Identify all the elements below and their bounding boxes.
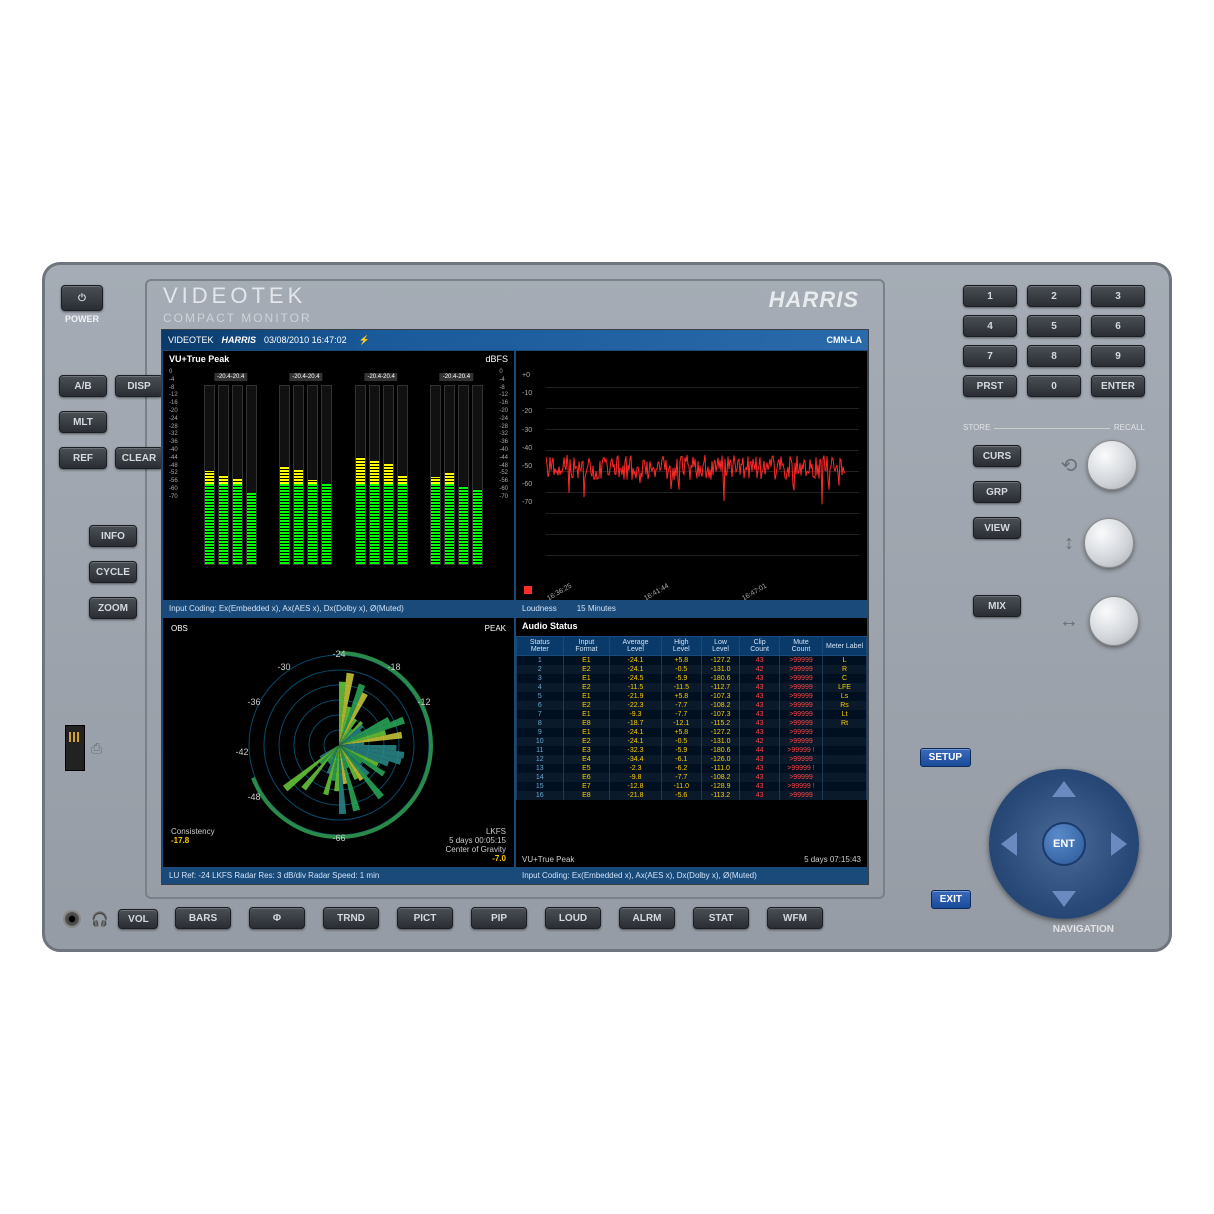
power-button[interactable]: ⏻: [61, 285, 103, 311]
status-table: Status MeterInput FormatAverage LevelHig…: [516, 636, 867, 800]
bottom-button-row: BARS Φ TRND PICT PIP LOUD ALRM STAT WFM: [175, 907, 823, 929]
knob-2[interactable]: [1084, 518, 1134, 568]
keypad: 123 456 789 PRST 0 ENTER: [963, 285, 1145, 397]
mlt-button[interactable]: MLT: [59, 411, 107, 433]
keypad-7[interactable]: 7: [963, 345, 1017, 367]
manufacturer-logo: HARRIS: [769, 287, 859, 313]
keypad-9[interactable]: 9: [1091, 345, 1145, 367]
view-button[interactable]: VIEW: [973, 517, 1021, 539]
keypad-8[interactable]: 8: [1027, 345, 1081, 367]
setup-button[interactable]: SETUP: [920, 748, 971, 767]
screen-header: VIDEOTEK HARRIS 03/08/2010 16:47:02 ⚡ CM…: [162, 330, 868, 350]
keypad-5[interactable]: 5: [1027, 315, 1081, 337]
status-subtitle: VU+True Peak 5 days 07:15:43: [516, 851, 867, 867]
svg-text:-48: -48: [247, 792, 260, 802]
usb-indicator-icon: ⚡: [359, 335, 370, 346]
pict-button[interactable]: PICT: [397, 907, 453, 929]
nav-up[interactable]: [1052, 781, 1076, 797]
headphone-jack[interactable]: [63, 910, 81, 928]
bars-button[interactable]: BARS: [175, 907, 231, 929]
trnd-button[interactable]: TRND: [323, 907, 379, 929]
zoom-button[interactable]: ZOOM: [89, 597, 137, 619]
mix-button[interactable]: MIX: [973, 595, 1021, 617]
usb-port[interactable]: [65, 725, 85, 771]
nav-wheel: ENT: [989, 769, 1139, 919]
vu-panel: VU+True Peak dBFS 0-4-8-12-16-20-24-28-3…: [162, 350, 515, 617]
device-panel: VIDEOTEK COMPACT MONITOR HARRIS ⏻ POWER …: [42, 262, 1172, 952]
svg-text:-12: -12: [417, 697, 430, 707]
brand-title: VIDEOTEK: [163, 283, 312, 309]
headphone-icon: 🎧: [91, 911, 108, 928]
keypad-enter[interactable]: ENTER: [1091, 375, 1145, 397]
header-logo: VIDEOTEK: [168, 335, 214, 345]
updown-icon: ↕: [1064, 532, 1074, 555]
alrm-button[interactable]: ALRM: [619, 907, 675, 929]
radar-footer: LU Ref: -24 LKFS Radar Res: 3 dB/div Rad…: [163, 867, 514, 883]
nav-left[interactable]: [1001, 832, 1017, 856]
knob-3[interactable]: [1089, 596, 1139, 646]
loudness-footer: Loudness 15 Minutes: [516, 600, 867, 616]
status-footer: Input Coding: Ex(Embedded x), Ax(AES x),…: [516, 867, 867, 883]
leftright-icon: ↔: [1059, 610, 1079, 633]
vu-bars: -20.4-20.4-20.4-20.4-20.4-20.4-20.4-20.4: [163, 367, 514, 577]
brand-subtitle: COMPACT MONITOR: [163, 311, 312, 325]
ref-button[interactable]: REF: [59, 447, 107, 469]
usb-icon: ⎙: [91, 740, 102, 757]
keypad-3[interactable]: 3: [1091, 285, 1145, 307]
header-mfr: HARRIS: [222, 335, 257, 345]
φ-button[interactable]: Φ: [249, 907, 305, 929]
svg-text:-18: -18: [387, 662, 400, 672]
keypad-6[interactable]: 6: [1091, 315, 1145, 337]
nav-right[interactable]: [1111, 832, 1127, 856]
clear-button[interactable]: CLEAR: [115, 447, 163, 469]
header-datetime: 03/08/2010 16:47:02: [264, 335, 347, 345]
wfm-button[interactable]: WFM: [767, 907, 823, 929]
loudness-panel: +0-10-20-30-40-50-60-70 Loudness 16:36:2…: [515, 350, 868, 617]
svg-text:-42: -42: [235, 747, 248, 757]
disp-button[interactable]: DISP: [115, 375, 163, 397]
cycle-button[interactable]: CYCLE: [89, 561, 137, 583]
info-button[interactable]: INFO: [89, 525, 137, 547]
loudness-ticks: 16:36:2516:41:4416:47:01: [546, 589, 859, 596]
power-icon: ⏻: [78, 293, 86, 304]
grp-button[interactable]: GRP: [973, 481, 1021, 503]
loudness-trace: [546, 425, 846, 515]
keypad-prst[interactable]: PRST: [963, 375, 1017, 397]
rotary-icon: ⟲: [1061, 453, 1078, 478]
power-label: POWER: [61, 314, 103, 324]
nav-down[interactable]: [1052, 891, 1076, 907]
curs-button[interactable]: CURS: [973, 445, 1021, 467]
header-model: CMN-LA: [827, 335, 863, 345]
status-panel: Audio Status Status MeterInput FormatAve…: [515, 617, 868, 884]
peak-label: PEAK: [485, 624, 506, 633]
vu-footer: Input Coding: Ex(Embedded x), Ax(AES x),…: [163, 600, 514, 616]
exit-button[interactable]: EXIT: [931, 890, 971, 909]
loud-button[interactable]: LOUD: [545, 907, 601, 929]
pip-button[interactable]: PIP: [471, 907, 527, 929]
brand-area: VIDEOTEK COMPACT MONITOR: [163, 283, 312, 325]
svg-text:-30: -30: [277, 662, 290, 672]
nav-ent-button[interactable]: ENT: [1042, 822, 1086, 866]
vu-units: dBFS: [485, 354, 508, 364]
radar-chart: -24 -30 -18 -36 -12 -42 -48 -66: [224, 645, 454, 845]
loudness-scale: +0-10-20-30-40-50-60-70: [522, 367, 532, 513]
radar-panel: OBS PEAK -24: [162, 617, 515, 884]
keypad-0[interactable]: 0: [1027, 375, 1081, 397]
svg-text:-24: -24: [332, 649, 345, 659]
keypad-4[interactable]: 4: [963, 315, 1017, 337]
vol-button[interactable]: VOL: [118, 909, 158, 929]
knob-1[interactable]: [1087, 440, 1137, 490]
obs-label: OBS: [171, 624, 188, 633]
loudness-chart: [546, 367, 859, 576]
nav-label: NAVIGATION: [1053, 924, 1114, 935]
status-title: Audio Status: [516, 618, 867, 634]
stat-button[interactable]: STAT: [693, 907, 749, 929]
keypad-1[interactable]: 1: [963, 285, 1017, 307]
svg-text:-36: -36: [247, 697, 260, 707]
vu-title: VU+True Peak: [163, 351, 514, 367]
store-recall-labels: STORE RECALL: [963, 423, 1145, 432]
keypad-2[interactable]: 2: [1027, 285, 1081, 307]
ab-button[interactable]: A/B: [59, 375, 107, 397]
lcd-screen: VIDEOTEK HARRIS 03/08/2010 16:47:02 ⚡ CM…: [161, 329, 869, 885]
